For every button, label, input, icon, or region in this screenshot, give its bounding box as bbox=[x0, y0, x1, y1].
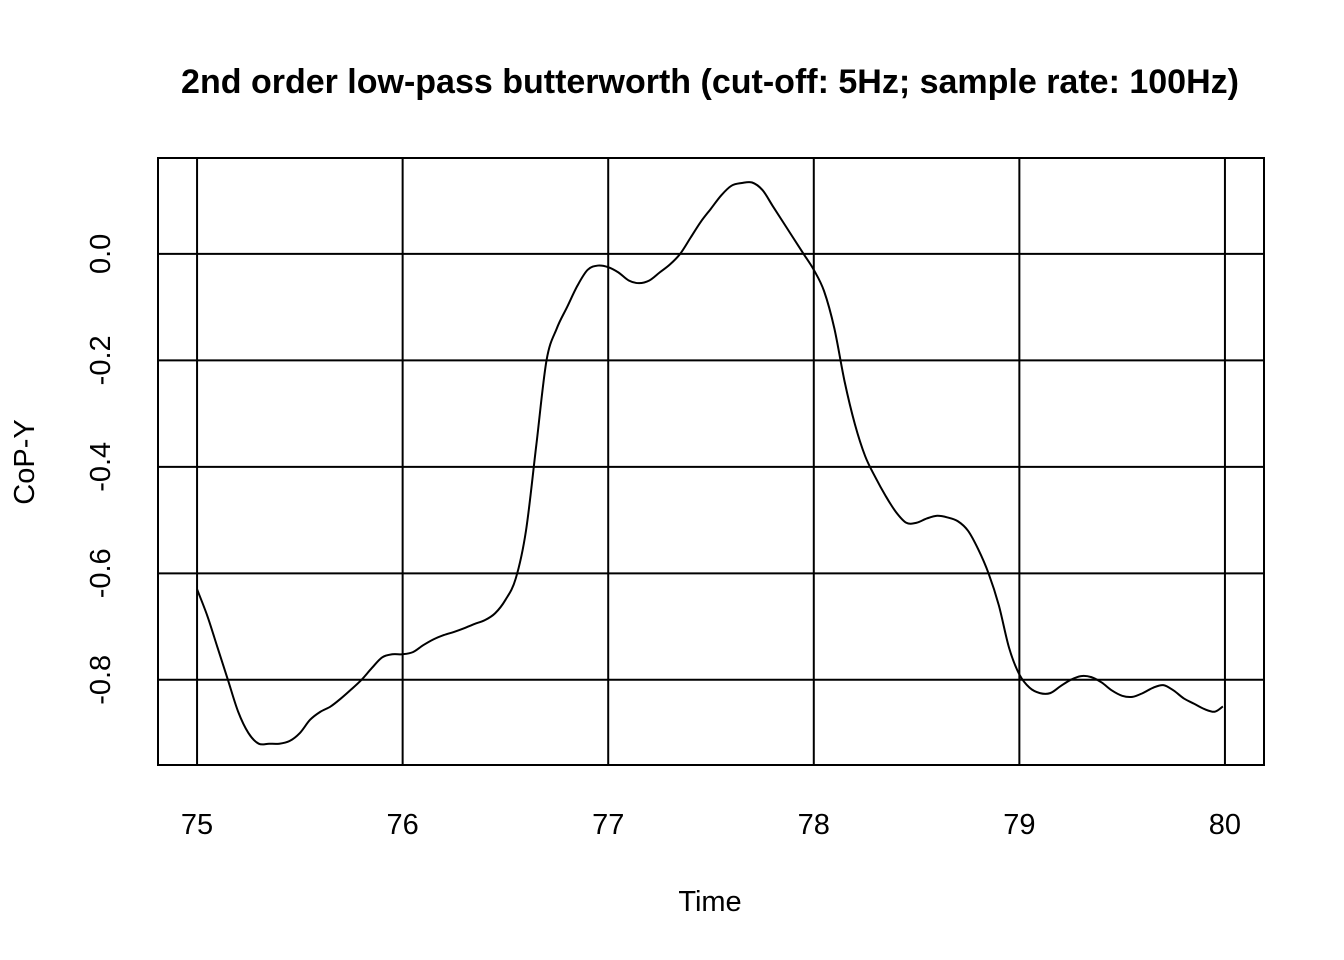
series-line bbox=[196, 181, 1224, 746]
y-tick-label: -0.4 bbox=[85, 442, 117, 492]
y-tick-label: -0.6 bbox=[85, 548, 117, 598]
grid bbox=[158, 158, 1264, 765]
y-axis: -0.8 -0.6 -0.4 -0.2 0.0 bbox=[85, 234, 117, 705]
x-tick-label: 75 bbox=[181, 809, 213, 841]
y-tick-label: -0.2 bbox=[85, 335, 117, 385]
y-axis-label: CoP-Y bbox=[9, 419, 41, 504]
y-tick-label: 0.0 bbox=[85, 234, 117, 274]
plot-frame bbox=[157, 157, 1265, 766]
x-tick-label: 78 bbox=[798, 809, 830, 841]
x-tick-label: 79 bbox=[1003, 809, 1035, 841]
x-tick-label: 80 bbox=[1209, 809, 1241, 841]
chart-title: 2nd order low-pass butterworth (cut-off:… bbox=[181, 63, 1239, 101]
x-tick-label: 76 bbox=[387, 809, 419, 841]
x-axis-label: Time bbox=[678, 886, 741, 918]
y-tick-label: -0.8 bbox=[85, 655, 117, 705]
x-tick-label: 77 bbox=[592, 809, 624, 841]
x-axis: 75 76 77 78 79 80 bbox=[181, 809, 1241, 841]
